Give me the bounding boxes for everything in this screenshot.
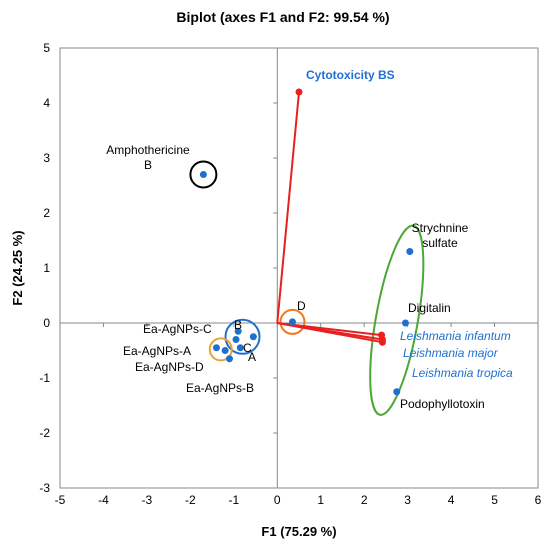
y-tick-label: -1 — [39, 371, 50, 385]
axes-layer — [60, 48, 538, 488]
label-line: Amphothericine — [106, 143, 190, 157]
point-b — [234, 327, 242, 335]
label-line: Digitalin — [408, 301, 451, 315]
variable-label-leishmania-major: Leishmania major — [403, 346, 499, 360]
label-line: A — [248, 350, 256, 364]
label-ea-agnps-b: Ea-AgNPs-B — [186, 381, 254, 395]
label-d: D — [297, 299, 306, 313]
x-tick-label: 4 — [448, 493, 455, 507]
x-tick-label: -5 — [55, 493, 66, 507]
variable-label-cytotoxicity-bs: Cytotoxicity BS — [306, 68, 395, 82]
label-line: Podophyllotoxin — [400, 397, 485, 411]
point-ea-agnps-a — [212, 344, 220, 352]
variable-label-leishmania-infantum: Leishmania infantum — [400, 329, 511, 343]
point-d — [288, 318, 296, 326]
point-ea-agnps-d — [221, 347, 229, 354]
label-line: Strychnine — [412, 221, 469, 235]
label-line: Ea-AgNPs-C — [143, 322, 212, 336]
label-amphothericine-b: Amphothericine B — [106, 143, 190, 172]
x-axis-title: F1 (75.29 %) — [261, 524, 336, 539]
label-line: C — [243, 341, 252, 355]
y-axis-title: F2 (24.25 %) — [10, 230, 25, 305]
vector-cytotoxicity-bs — [276, 91, 300, 324]
y-tick-label: 1 — [43, 261, 50, 275]
label-podophyllotoxin: Podophyllotoxin — [400, 397, 485, 411]
group-circle-orange — [208, 337, 233, 362]
group-circle-black — [189, 160, 218, 189]
x-tick-label: -1 — [228, 493, 239, 507]
y-tick-label: -2 — [39, 426, 50, 440]
x-tick-label: 1 — [317, 493, 324, 507]
label-b: B — [234, 318, 242, 332]
points-layer — [199, 171, 414, 396]
point-ea-agnps-b — [225, 355, 233, 363]
x-tick-label: 2 — [361, 493, 368, 507]
y-tick-label: 0 — [43, 316, 50, 330]
label-strychnine-sulfate: Strychnine sulfate — [412, 221, 469, 250]
group-circle-blue — [224, 318, 261, 355]
point-strychnine-sulfate — [406, 248, 414, 255]
label-a: A — [248, 350, 256, 364]
groups-layer — [189, 160, 425, 416]
y-tick-label: 4 — [43, 96, 50, 110]
point-ea-agnps-c — [232, 336, 240, 343]
point-digitalin — [401, 319, 409, 327]
label-line: B — [234, 318, 242, 332]
point-a — [249, 333, 257, 341]
y-tick-label: 3 — [43, 151, 50, 165]
group-ellipse-green — [369, 224, 425, 416]
label-c: C — [243, 341, 252, 355]
label-ea-agnps-d: Ea-AgNPs-D — [135, 360, 204, 374]
label-line: Ea-AgNPs-D — [135, 360, 204, 374]
label-digitalin: Digitalin — [408, 301, 451, 315]
label-line: D — [297, 299, 306, 313]
label-ea-agnps-a: Ea-AgNPs-A — [123, 344, 191, 358]
label-line: sulfate — [422, 236, 458, 250]
point-podophyllotoxin — [393, 388, 401, 396]
ticks-layer: -5 -4 -3 -2 -1 0 1 2 3 4 5 6 -3 -2 -1 0 1 2 3 4 5 — [39, 41, 541, 507]
y-tick-label: 5 — [43, 41, 50, 55]
vector-tip-cytotoxicity-bs — [295, 88, 303, 96]
vector-tip-leishmania-tropica — [378, 338, 386, 346]
chart-title: Biplot (axes F1 and F2: 99.54 %) — [176, 9, 389, 25]
x-tick-label: 0 — [274, 493, 281, 507]
label-line: B — [144, 158, 152, 172]
variable-label-leishmania-tropica: Leishmania tropica — [412, 366, 513, 380]
label-ea-agnps-c: Ea-AgNPs-C — [143, 322, 212, 336]
x-tick-label: 5 — [491, 493, 498, 507]
y-tick-label: -3 — [39, 481, 50, 495]
x-tick-label: 3 — [404, 493, 411, 507]
x-tick-label: -3 — [142, 493, 153, 507]
y-tick-label: 2 — [43, 206, 50, 220]
plot-frame — [59, 47, 539, 489]
x-tick-label: -4 — [98, 493, 109, 507]
vectors-layer — [276, 88, 386, 346]
label-line: Ea-AgNPs-A — [123, 344, 191, 358]
label-line: Ea-AgNPs-B — [186, 381, 254, 395]
x-tick-label: 6 — [535, 493, 542, 507]
vector-leishmania-tropica — [277, 322, 383, 344]
x-tick-label: -2 — [185, 493, 196, 507]
point-amphothericine-b — [199, 171, 207, 178]
point-c — [236, 344, 244, 352]
group-circle-orange-d — [279, 308, 306, 335]
